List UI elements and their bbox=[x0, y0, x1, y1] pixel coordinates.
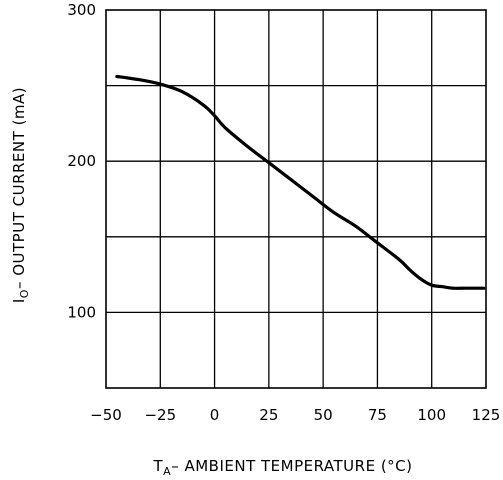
x-axis-label-subscript: A bbox=[163, 465, 171, 478]
x-tick-label: 0 bbox=[210, 406, 220, 424]
x-tick-label: 125 bbox=[472, 406, 501, 424]
y-axis-label-subscript: O bbox=[18, 289, 31, 298]
x-tick-label: 100 bbox=[417, 406, 446, 424]
x-tick-label: 75 bbox=[368, 406, 387, 424]
y-axis-label: IO– OUTPUT CURRENT (mA) bbox=[10, 87, 31, 303]
y-axis-label-text: – OUTPUT CURRENT (mA) bbox=[10, 87, 28, 289]
x-axis-label-text: – AMBIENT TEMPERATURE (°C) bbox=[171, 457, 412, 475]
x-tick-label: 25 bbox=[259, 406, 278, 424]
x-tick-label: −25 bbox=[144, 406, 176, 424]
series-line bbox=[115, 74, 486, 290]
grid bbox=[106, 10, 486, 388]
x-tick-label: 50 bbox=[314, 406, 333, 424]
y-tick-label: 300 bbox=[67, 1, 96, 19]
y-tick-labels: 100 200 300 bbox=[67, 1, 96, 321]
x-axis-label: TA– AMBIENT TEMPERATURE (°C) bbox=[152, 457, 412, 478]
x-tick-label: −50 bbox=[90, 406, 122, 424]
plot-area-frame bbox=[105, 9, 487, 389]
y-tick-label: 100 bbox=[67, 303, 96, 321]
x-axis-label-symbol: T bbox=[152, 457, 163, 475]
y-tick-label: 200 bbox=[67, 152, 96, 170]
y-axis-label-symbol: I bbox=[10, 298, 28, 303]
x-tick-labels: −50 −25 0 25 50 75 100 125 bbox=[90, 406, 500, 424]
